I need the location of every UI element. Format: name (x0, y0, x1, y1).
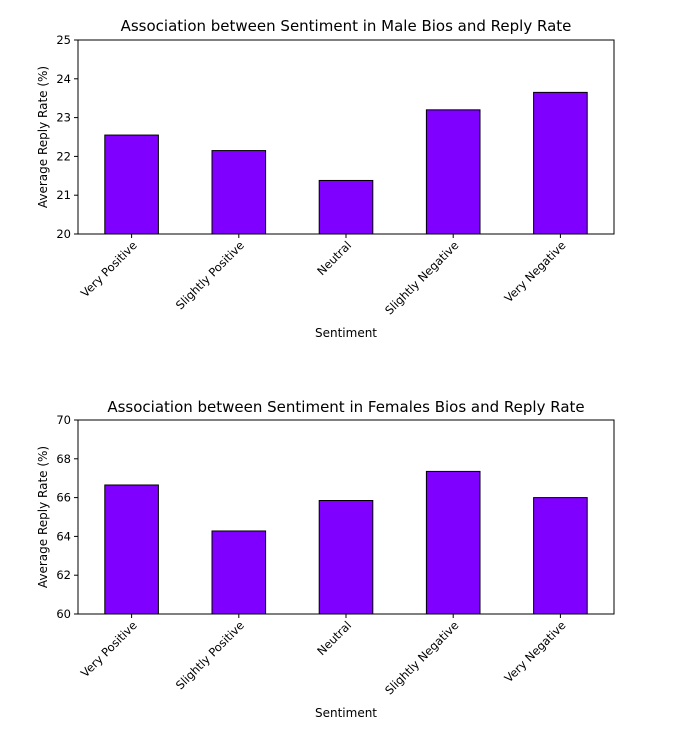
y-tick-label: 20 (56, 227, 71, 241)
bar (425, 109, 481, 235)
x-axis-label: Sentiment (315, 706, 377, 720)
y-tick-label: 68 (56, 452, 71, 466)
plot-area: 60 62 64 66 68 70 Very Positive Slightly Positi… (56, 413, 615, 697)
x-tick-label: Slightly Negative (382, 238, 461, 317)
x-tick-label: Slightly Negative (382, 618, 461, 697)
y-tick-label: 62 (56, 568, 71, 582)
y-tick-label: 25 (56, 33, 71, 47)
bar (104, 484, 159, 615)
y-tick-label: 66 (56, 491, 71, 505)
y-tick-label: 22 (56, 149, 71, 163)
bar (211, 530, 267, 615)
male-bios-chart: Association between Sentiment in Male Bi… (36, 17, 615, 340)
bar (318, 500, 374, 615)
y-axis-label: Average Reply Rate (%) (36, 446, 50, 588)
x-tick-label: Very Negative (501, 238, 568, 305)
y-tick-label: 70 (56, 413, 71, 427)
female-bios-chart: Association between Sentiment in Females… (36, 398, 615, 720)
x-tick-label: Very Negative (501, 618, 568, 685)
y-tick-label: 64 (56, 529, 71, 543)
y-tick-label: 24 (56, 72, 71, 86)
x-tick-label: Very Positive (78, 238, 140, 300)
plot-area: 20 21 22 23 24 25 Very Positive Slightly Positi… (56, 33, 615, 317)
bar (211, 150, 267, 235)
chart-title: Association between Sentiment in Females… (107, 398, 584, 416)
x-axis-label: Sentiment (315, 326, 377, 340)
y-axis-label: Average Reply Rate (%) (36, 66, 50, 208)
y-tick-label: 21 (56, 188, 71, 202)
x-tick-label: Slightly Positive (173, 238, 247, 312)
bar (533, 497, 588, 615)
y-tick-label: 60 (56, 607, 71, 621)
chart-title: Association between Sentiment in Male Bi… (121, 17, 572, 35)
x-tick-label: Neutral (314, 238, 354, 278)
bar (104, 134, 159, 235)
bar (425, 470, 481, 615)
x-tick-label: Neutral (314, 618, 354, 658)
x-tick-label: Slightly Positive (173, 618, 247, 692)
x-tick-label: Very Positive (78, 618, 140, 680)
bar (318, 179, 374, 235)
bar (533, 91, 588, 235)
y-tick-label: 23 (56, 111, 71, 125)
